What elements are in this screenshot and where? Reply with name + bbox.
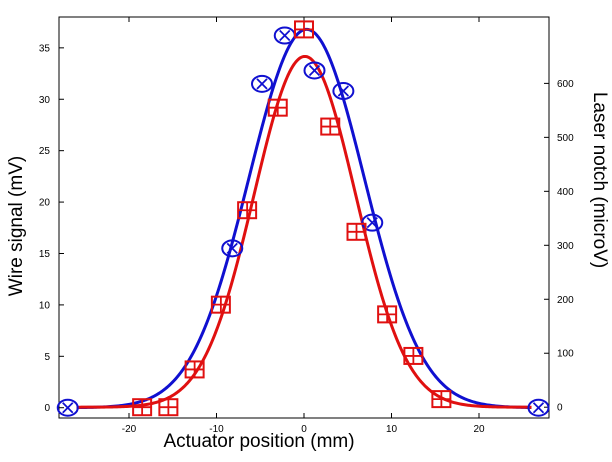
fit-curve-left: [76, 27, 532, 410]
data-point-wire: [527, 398, 550, 417]
data-point-laser: [158, 398, 179, 417]
ticks: -20 -10 0 10 2005101520253035010020030040050…: [39, 17, 574, 435]
y-left-tick-label: 5: [44, 352, 50, 363]
data-point-laser: [346, 222, 367, 241]
y-right-tick-label: 300: [557, 241, 574, 252]
fit-curve-right: [76, 54, 532, 409]
x-tick-label: 20: [473, 424, 485, 435]
fit-lines: [76, 27, 532, 410]
data-point-laser: [267, 98, 288, 117]
data-point-laser: [132, 398, 153, 417]
x-axis-title: Actuator position (mm): [163, 431, 354, 452]
data-point-wire: [361, 213, 384, 232]
y-right-tick-label: 600: [557, 79, 574, 90]
x-tick-label: 0: [301, 424, 307, 435]
y-left-tick-label: 30: [39, 95, 51, 106]
data-point-laser: [210, 295, 231, 314]
data-point-wire: [303, 61, 326, 80]
plot-frame: [58, 16, 550, 419]
x-tick-label: -10: [209, 424, 224, 435]
data-point-laser: [184, 360, 205, 379]
data-point-wire: [221, 239, 244, 258]
data-point-wire: [251, 74, 273, 93]
y-left-tick-label: 20: [39, 198, 51, 209]
data-point-laser: [377, 305, 398, 324]
x-tick-label: 10: [386, 424, 398, 435]
y-left-tick-label: 15: [39, 249, 51, 260]
x-tick-label: -20: [122, 424, 137, 435]
y-left-tick-label: 35: [39, 43, 51, 54]
y-axis-left-title: Wire signal (mV): [6, 156, 27, 296]
y-axis-right-title: Laser notch (microV): [589, 92, 610, 268]
y-left-tick-label: 25: [39, 146, 51, 157]
data-point-laser: [237, 201, 258, 220]
data-point-laser: [431, 390, 452, 409]
data-markers: [56, 20, 550, 417]
y-right-tick-label: 400: [557, 187, 574, 198]
data-point-wire: [332, 82, 355, 101]
y-right-tick-label: 100: [557, 349, 574, 360]
data-point-laser: [294, 20, 314, 39]
data-point-wire: [56, 398, 79, 417]
data-point-laser: [403, 346, 424, 365]
y-right-tick-label: 0: [557, 403, 563, 414]
y-left-tick-label: 10: [39, 300, 51, 311]
data-point-laser: [320, 117, 341, 136]
y-right-tick-label: 500: [557, 133, 574, 144]
y-right-tick-label: 200: [557, 295, 574, 306]
data-point-wire: [273, 26, 296, 45]
y-left-tick-label: 0: [44, 403, 50, 414]
